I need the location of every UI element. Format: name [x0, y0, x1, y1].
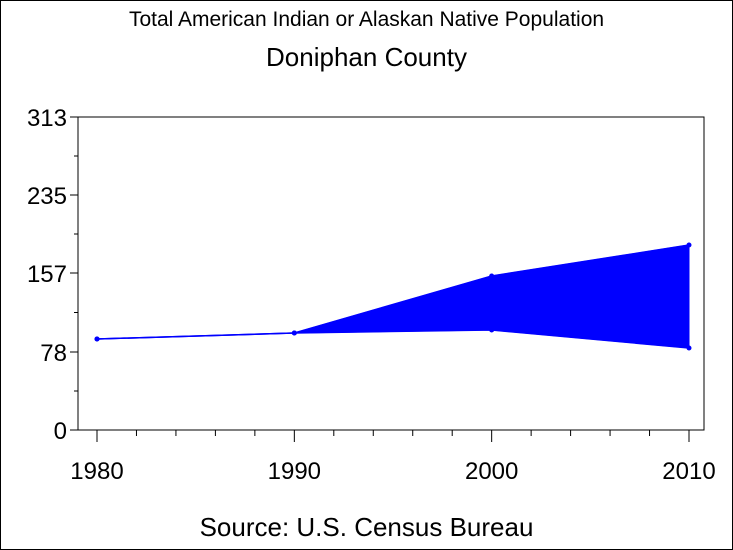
- chart-subtitle: Doniphan County: [266, 42, 467, 72]
- x-axis: 1980 1990 2000 2010: [70, 430, 716, 485]
- x-tick-label: 2010: [662, 458, 715, 485]
- source-note: Source: U.S. Census Bureau: [199, 512, 534, 542]
- y-axis: 0 78 157 235 313: [27, 105, 78, 445]
- data-point: [94, 336, 100, 342]
- data-point: [489, 327, 495, 333]
- data-point: [686, 345, 692, 351]
- y-tick-label: 0: [54, 418, 67, 445]
- x-tick-label: 1980: [70, 458, 123, 485]
- series-group: [94, 242, 692, 351]
- y-tick-label: 157: [27, 261, 67, 288]
- range-band: [96, 244, 690, 349]
- data-point: [686, 242, 692, 248]
- y-tick-label: 313: [27, 105, 67, 132]
- x-tick-label: 1990: [268, 458, 321, 485]
- y-tick-label: 78: [40, 340, 67, 367]
- chart-title: Total American Indian or Alaskan Native …: [128, 8, 605, 31]
- y-tick-label: 235: [27, 183, 67, 210]
- lower-series-line: [96, 329, 690, 349]
- x-tick-label: 2000: [465, 458, 518, 485]
- data-point: [489, 273, 495, 279]
- data-point: [291, 330, 297, 336]
